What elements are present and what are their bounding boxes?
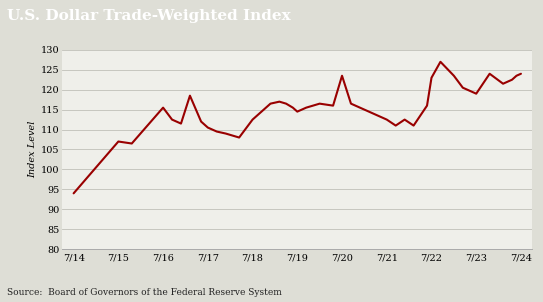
- Text: U.S. Dollar Trade-Weighted Index: U.S. Dollar Trade-Weighted Index: [7, 9, 291, 23]
- Text: Source:  Board of Governors of the Federal Reserve System: Source: Board of Governors of the Federa…: [7, 288, 282, 297]
- Y-axis label: Index Level: Index Level: [28, 121, 37, 178]
